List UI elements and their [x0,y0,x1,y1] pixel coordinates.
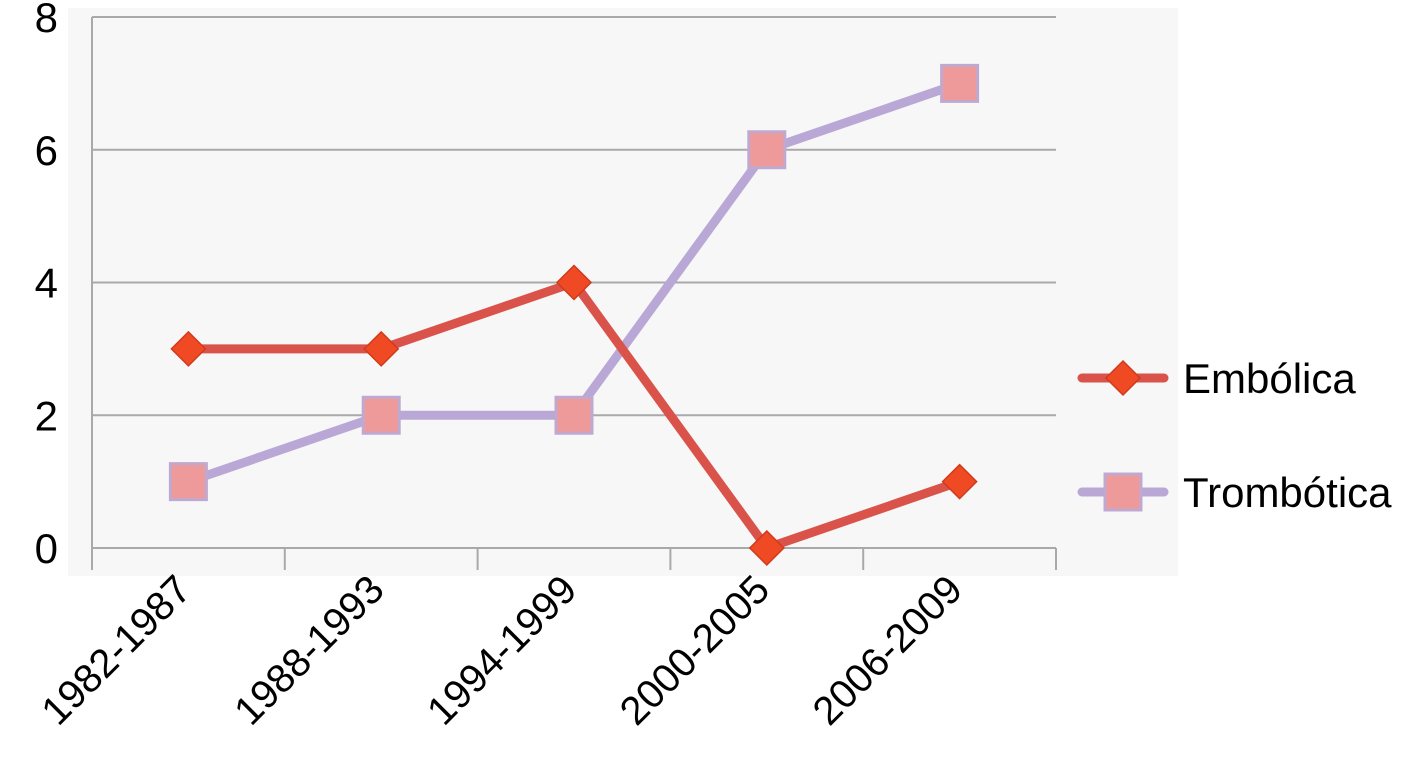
x-tick-label: 1994-1999 [419,567,585,733]
data-point-embolica [170,330,207,367]
data-point-trombotica [554,395,594,435]
x-tick-label: 2000-2005 [612,567,778,733]
data-point-trombotica [747,130,787,170]
y-tick-label: 2 [35,392,58,439]
x-tick-label: 2006-2009 [805,567,971,733]
y-tick-label: 6 [35,127,58,174]
plot-background [68,8,1178,576]
data-point-embolica [941,463,978,500]
data-point-trombotica [361,395,401,435]
legend-marker [1104,359,1142,397]
data-point-trombotica [940,63,980,103]
y-axis-ticks: 0 2 4 6 8 [35,0,58,572]
y-tick-label: 4 [35,260,58,307]
x-axis-ticks: 1982-1987 1988-1993 1994-1999 2000-2005 2006… [33,567,971,733]
legend: Embólica Trombótica [1077,355,1392,516]
y-tick-label: 8 [35,0,58,41]
x-tick-label: 1988-1993 [226,567,392,733]
legend-marker [1103,472,1143,512]
y-tick-label: 0 [35,525,58,572]
legend-label: Trombótica [1183,469,1392,516]
series-group [168,63,980,567]
data-point-embolica [363,330,400,367]
data-point-embolica [748,529,785,567]
x-tick-label: 1982-1987 [33,567,199,733]
legend-label: Embólica [1183,355,1356,402]
data-point-trombotica [168,462,208,502]
axes [91,17,1057,570]
data-point-embolica [555,264,593,301]
